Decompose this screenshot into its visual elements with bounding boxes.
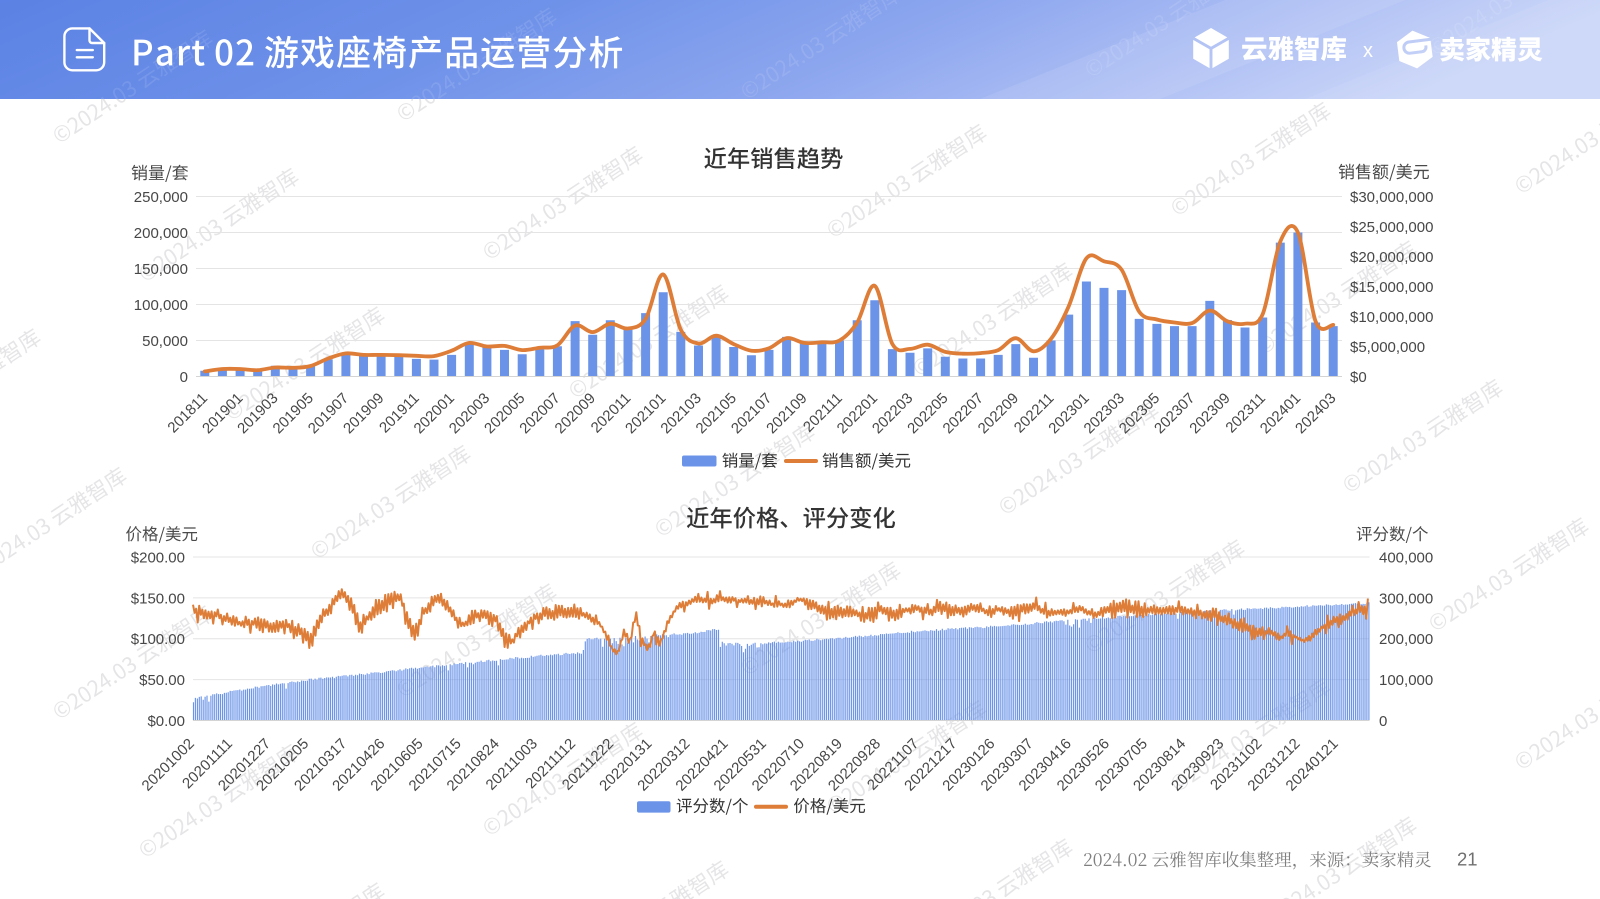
- svg-text:$30,000,000: $30,000,000: [1350, 189, 1433, 206]
- svg-text:$15,000,000: $15,000,000: [1350, 279, 1433, 296]
- svg-text:250,000: 250,000: [134, 189, 188, 206]
- svg-text:150,000: 150,000: [134, 261, 188, 278]
- svg-text:$200.00: $200.00: [131, 550, 185, 567]
- svg-text:0: 0: [180, 369, 188, 386]
- svg-text:400,000: 400,000: [1379, 550, 1433, 567]
- svg-text:300,000: 300,000: [1379, 590, 1433, 607]
- svg-text:$150.00: $150.00: [131, 590, 185, 607]
- svg-text:$25,000,000: $25,000,000: [1350, 219, 1433, 236]
- svg-text:21: 21: [1457, 849, 1478, 870]
- svg-text:$0: $0: [1350, 369, 1367, 386]
- svg-text:$100.00: $100.00: [131, 631, 185, 648]
- svg-text:0: 0: [1379, 713, 1387, 730]
- svg-text:100,000: 100,000: [134, 297, 188, 314]
- svg-text:200,000: 200,000: [1379, 631, 1433, 648]
- svg-text:200,000: 200,000: [134, 225, 188, 242]
- svg-text:x: x: [1363, 40, 1373, 62]
- svg-text:$0.00: $0.00: [147, 713, 185, 730]
- svg-text:$10,000,000: $10,000,000: [1350, 309, 1433, 326]
- svg-text:$5,000,000: $5,000,000: [1350, 339, 1425, 356]
- svg-text:$20,000,000: $20,000,000: [1350, 249, 1433, 266]
- svg-text:100,000: 100,000: [1379, 672, 1433, 689]
- svg-text:$50.00: $50.00: [139, 672, 185, 689]
- svg-text:50,000: 50,000: [142, 333, 188, 350]
